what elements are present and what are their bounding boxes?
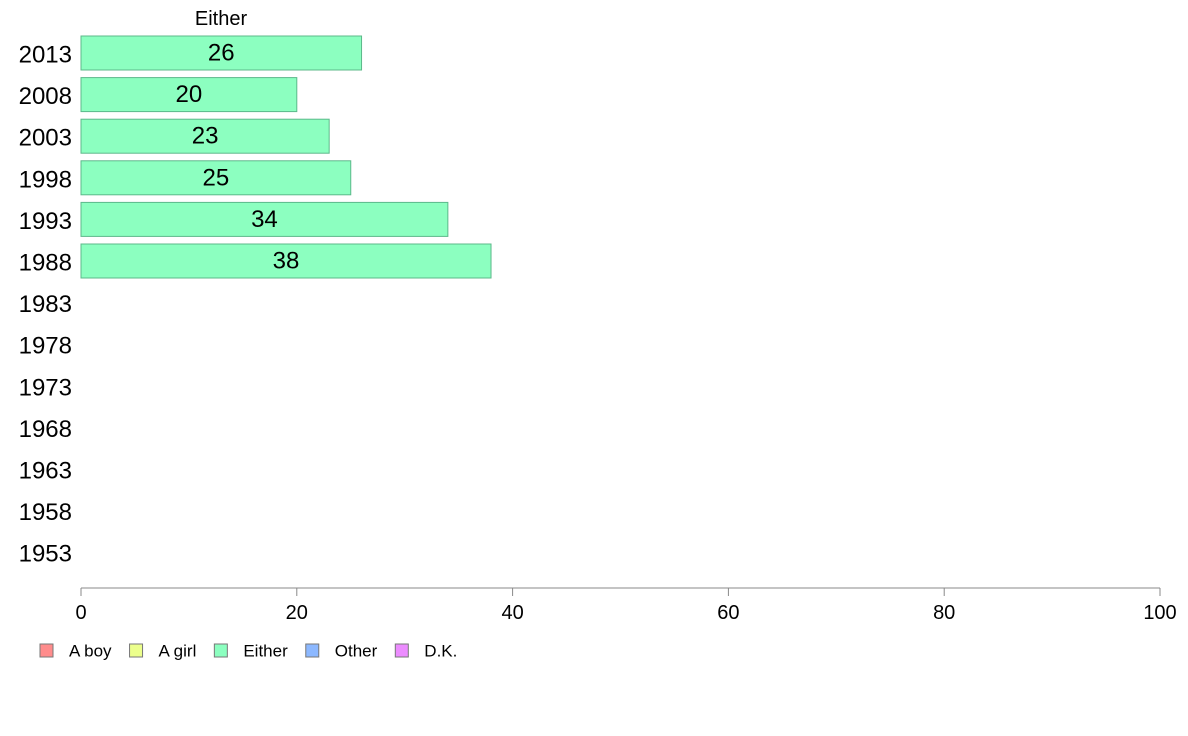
bar-value-label: 23 <box>192 123 219 150</box>
bar-value-label: 26 <box>208 40 235 67</box>
x-tick-label: 80 <box>933 602 955 624</box>
legend-swatch <box>305 643 320 658</box>
x-tick-label: 40 <box>501 602 523 624</box>
x-tick-label: 0 <box>75 602 86 624</box>
category-label: 1968 <box>19 416 72 443</box>
category-label: 1978 <box>19 333 72 360</box>
bar <box>80 160 352 196</box>
bar-value-label: 25 <box>203 164 230 191</box>
category-label: 1988 <box>19 250 72 277</box>
legend-label: Other <box>335 642 378 661</box>
bar <box>80 35 363 71</box>
bar <box>80 118 330 154</box>
category-label: 1953 <box>19 541 72 568</box>
legend-swatch <box>394 643 409 658</box>
bar <box>80 243 492 279</box>
bar-value-label: 38 <box>273 248 300 275</box>
category-label: 1958 <box>19 499 72 526</box>
x-tick-label: 20 <box>286 602 308 624</box>
bar-value-label: 20 <box>176 81 203 108</box>
legend-label: Either <box>243 642 288 661</box>
bar <box>80 77 298 113</box>
category-label: 1963 <box>19 458 72 485</box>
legend: A boy A girl Either Other D.K. <box>39 642 457 661</box>
category-label: 1973 <box>19 374 72 401</box>
x-axis: 0 20 40 60 80 100 <box>75 587 1177 624</box>
series-title: Either <box>195 8 248 30</box>
category-labels: 2013 2008 2003 1998 1993 1988 1983 1978 1973 1968… <box>19 42 72 568</box>
category-label: 1993 <box>19 208 72 235</box>
category-label: 2013 <box>19 42 72 69</box>
legend-swatch <box>129 643 144 658</box>
legend-label: A boy <box>69 642 112 661</box>
bar <box>80 201 449 237</box>
legend-label: D.K. <box>424 642 457 661</box>
legend-label: A girl <box>159 642 197 661</box>
category-label: 2008 <box>19 83 72 110</box>
bars-layer <box>80 35 492 279</box>
category-label: 1998 <box>19 166 72 193</box>
category-label: 1983 <box>19 291 72 318</box>
x-tick-label: 60 <box>717 602 739 624</box>
legend-swatch <box>213 643 228 658</box>
category-label: 2003 <box>19 125 72 152</box>
x-tick-label: 100 <box>1143 602 1176 624</box>
bar-value-label: 34 <box>251 206 278 233</box>
legend-swatch <box>39 643 54 658</box>
